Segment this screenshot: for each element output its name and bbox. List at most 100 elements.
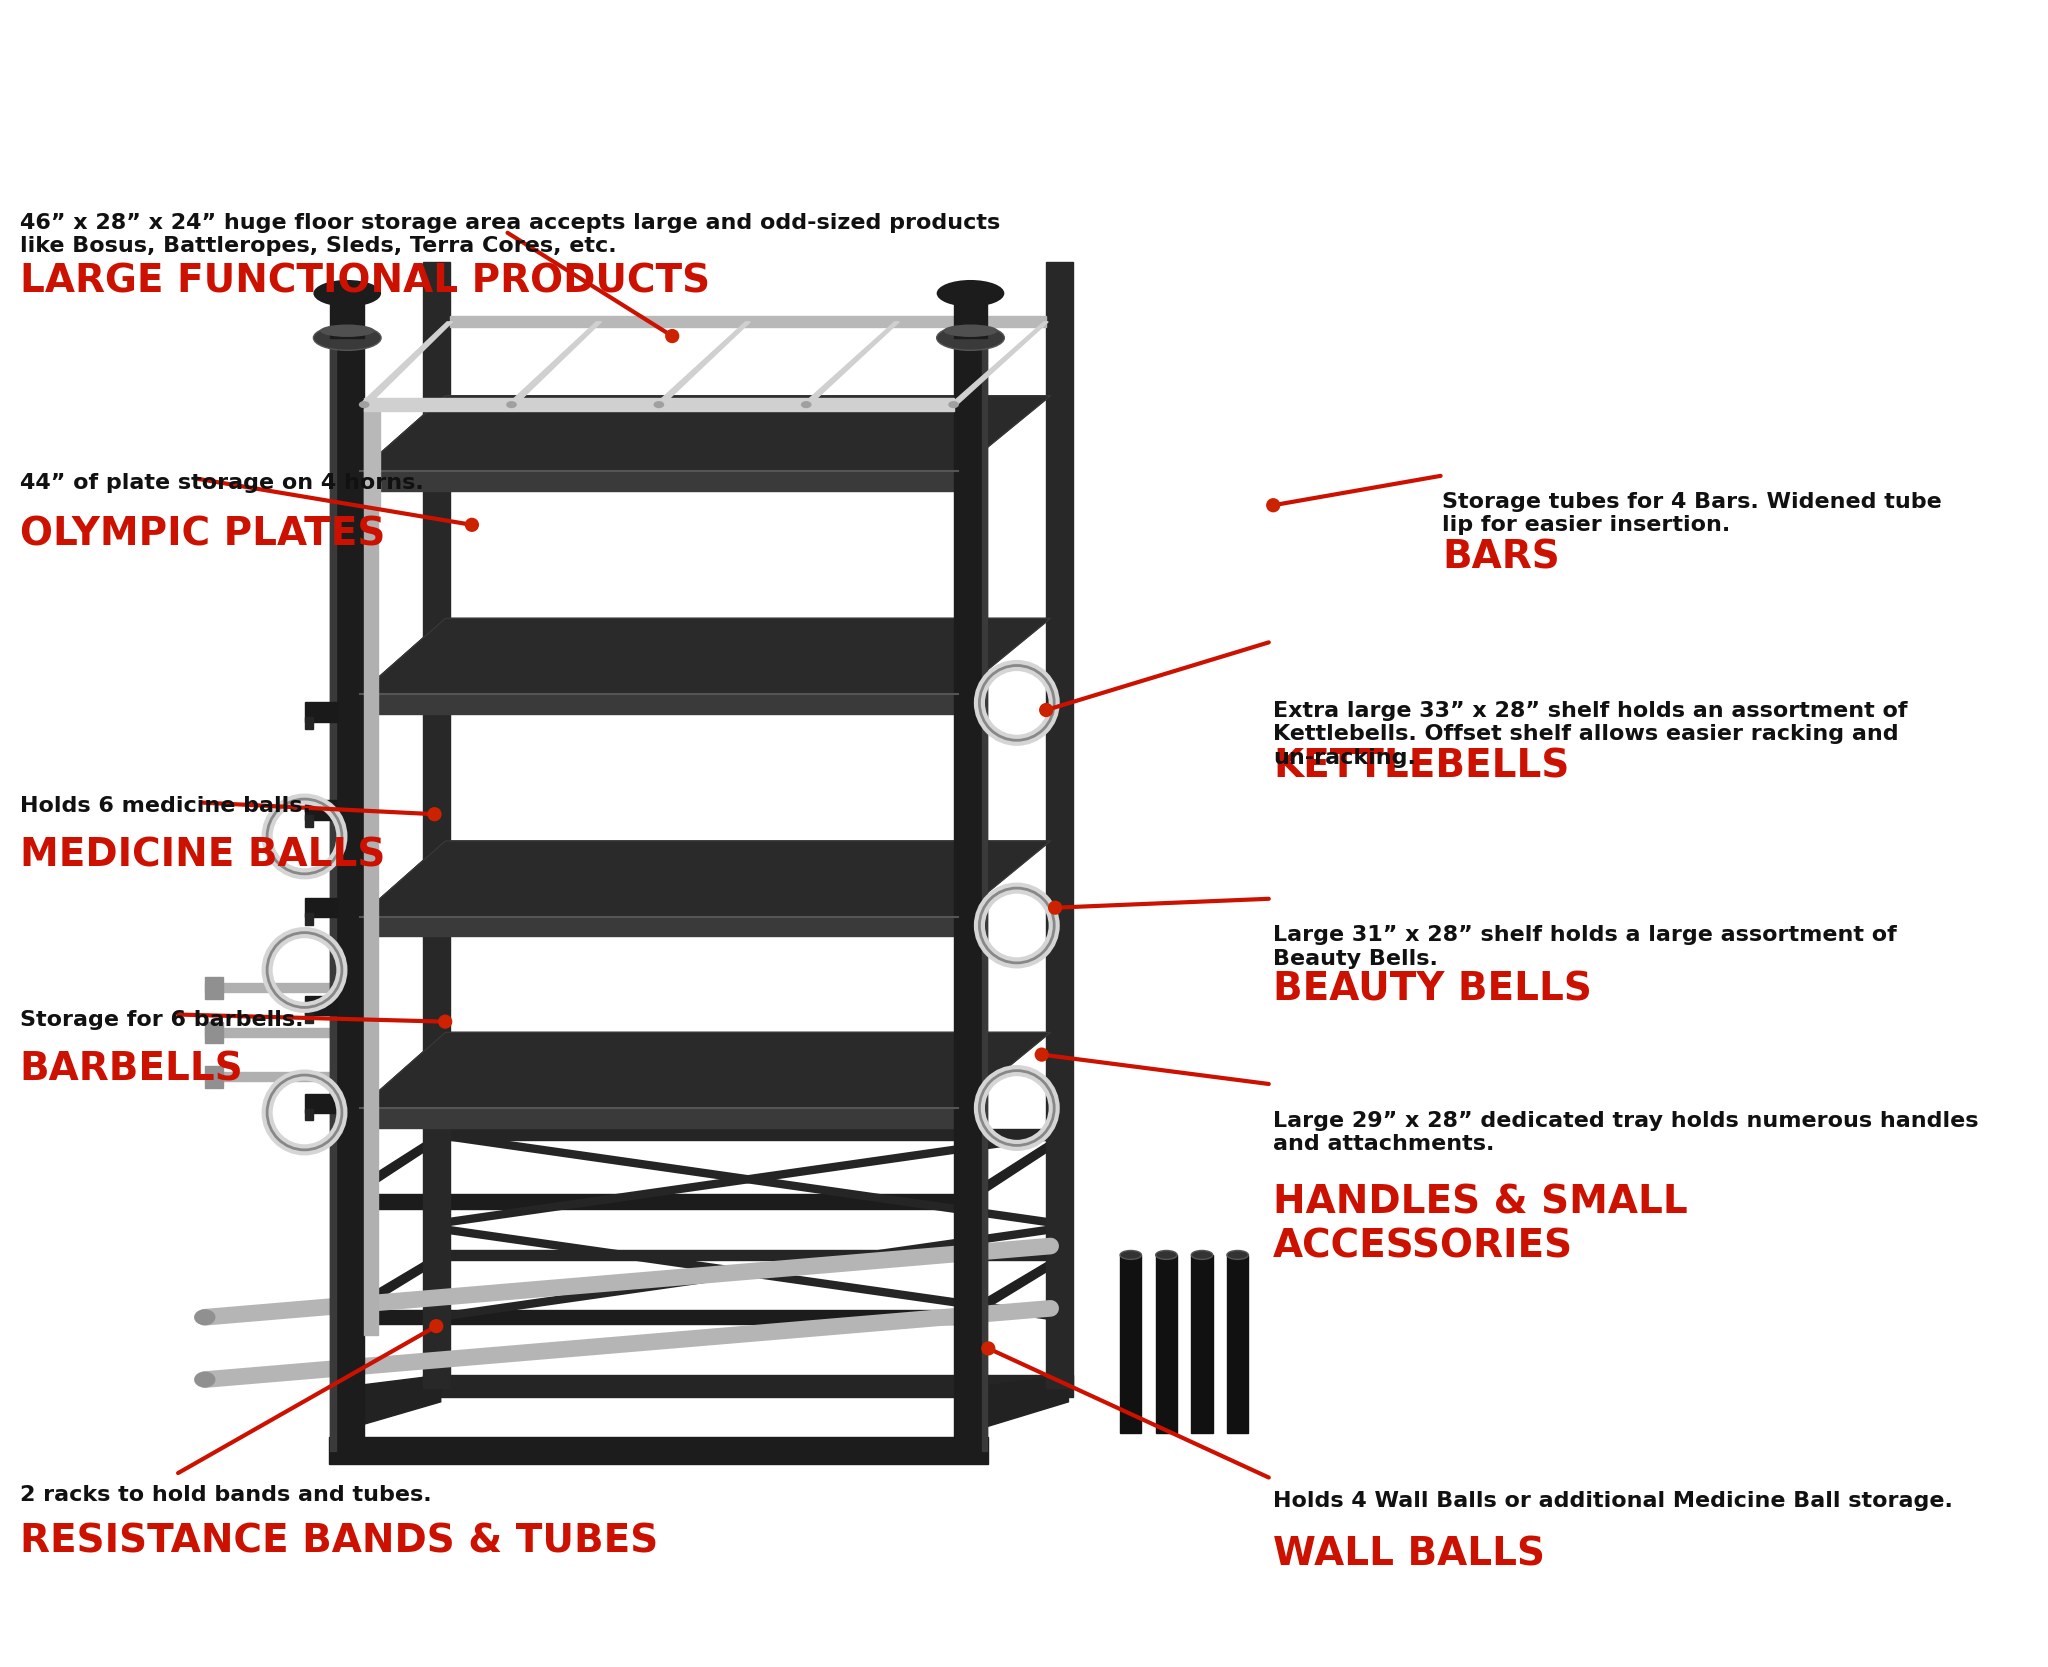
- Polygon shape: [428, 1129, 1069, 1140]
- Polygon shape: [205, 1022, 223, 1044]
- Polygon shape: [334, 1375, 440, 1434]
- Text: Extra large 33” x 28” shelf holds an assortment of
Kettlebells. Offset shelf all: Extra large 33” x 28” shelf holds an ass…: [1274, 702, 1909, 767]
- Polygon shape: [428, 1250, 1069, 1260]
- Circle shape: [465, 518, 479, 532]
- Polygon shape: [360, 1032, 444, 1114]
- Text: KETTLEBELLS: KETTLEBELLS: [1274, 747, 1569, 785]
- Polygon shape: [330, 293, 365, 338]
- Ellipse shape: [801, 402, 811, 408]
- Polygon shape: [305, 914, 313, 925]
- Ellipse shape: [1192, 1250, 1212, 1259]
- Text: Storage for 6 barbells.: Storage for 6 barbells.: [20, 1010, 303, 1030]
- Polygon shape: [365, 408, 381, 507]
- Ellipse shape: [936, 280, 1004, 307]
- Polygon shape: [422, 262, 451, 1389]
- Polygon shape: [205, 1029, 338, 1037]
- Polygon shape: [360, 1109, 958, 1127]
- Ellipse shape: [1120, 1250, 1141, 1259]
- Polygon shape: [338, 1194, 979, 1209]
- Circle shape: [1049, 900, 1063, 915]
- Polygon shape: [205, 1072, 338, 1082]
- Polygon shape: [340, 1130, 444, 1207]
- Polygon shape: [1192, 1255, 1212, 1434]
- Polygon shape: [954, 338, 987, 1450]
- Text: OLYMPIC PLATES: OLYMPIC PLATES: [20, 515, 385, 553]
- Polygon shape: [424, 1375, 1073, 1397]
- Polygon shape: [360, 840, 1051, 917]
- Text: 44” of plate storage on 4 horns.: 44” of plate storage on 4 horns.: [20, 473, 424, 493]
- Polygon shape: [205, 977, 223, 999]
- Polygon shape: [360, 322, 453, 405]
- Ellipse shape: [1227, 1250, 1249, 1259]
- Text: 46” x 28” x 24” huge floor storage area accepts large and odd-sized products
lik: 46” x 28” x 24” huge floor storage area …: [20, 213, 999, 257]
- Polygon shape: [655, 322, 750, 405]
- Polygon shape: [360, 840, 444, 922]
- Polygon shape: [365, 408, 377, 1335]
- Polygon shape: [330, 1437, 989, 1464]
- Ellipse shape: [358, 402, 369, 408]
- Circle shape: [666, 328, 680, 343]
- Polygon shape: [360, 395, 1051, 472]
- Text: MEDICINE BALLS: MEDICINE BALLS: [20, 837, 385, 875]
- Polygon shape: [305, 995, 336, 1015]
- Ellipse shape: [944, 325, 997, 337]
- Polygon shape: [967, 1375, 1069, 1434]
- Ellipse shape: [319, 325, 375, 337]
- Ellipse shape: [1155, 1250, 1178, 1259]
- Polygon shape: [305, 1109, 313, 1120]
- Text: WALL BALLS: WALL BALLS: [1274, 1535, 1546, 1574]
- Polygon shape: [305, 1094, 336, 1114]
- Circle shape: [1038, 703, 1053, 717]
- Polygon shape: [508, 322, 602, 405]
- Ellipse shape: [195, 1372, 215, 1387]
- Text: Large 31” x 28” shelf holds a large assortment of
Beauty Bells.: Large 31” x 28” shelf holds a large asso…: [1274, 925, 1896, 969]
- Polygon shape: [451, 315, 1047, 327]
- Polygon shape: [360, 1032, 1051, 1109]
- Polygon shape: [1120, 1255, 1141, 1434]
- Circle shape: [430, 1319, 444, 1334]
- Polygon shape: [963, 1250, 1067, 1322]
- Ellipse shape: [313, 325, 381, 350]
- Text: BARBELLS: BARBELLS: [20, 1050, 244, 1089]
- Text: Holds 4 Wall Balls or additional Medicine Ball storage.: Holds 4 Wall Balls or additional Medicin…: [1274, 1490, 1954, 1510]
- Text: BEAUTY BELLS: BEAUTY BELLS: [1274, 970, 1591, 1009]
- Polygon shape: [1227, 1255, 1249, 1434]
- Circle shape: [981, 1342, 995, 1355]
- Text: Holds 6 medicine balls.: Holds 6 medicine balls.: [20, 797, 311, 817]
- Polygon shape: [305, 815, 313, 827]
- Text: LARGE FUNCTIONAL PRODUCTS: LARGE FUNCTIONAL PRODUCTS: [20, 262, 711, 300]
- Polygon shape: [1047, 262, 1073, 1389]
- Polygon shape: [963, 1130, 1067, 1207]
- Polygon shape: [205, 984, 338, 992]
- Ellipse shape: [653, 402, 664, 408]
- Polygon shape: [360, 618, 1051, 693]
- Polygon shape: [360, 917, 958, 937]
- Polygon shape: [983, 338, 987, 1450]
- Polygon shape: [305, 800, 336, 820]
- Polygon shape: [803, 322, 899, 405]
- Circle shape: [1034, 1047, 1049, 1062]
- Polygon shape: [360, 472, 958, 492]
- Circle shape: [428, 807, 442, 822]
- Polygon shape: [365, 398, 954, 410]
- Polygon shape: [305, 899, 336, 917]
- Polygon shape: [305, 702, 336, 722]
- Circle shape: [438, 1015, 453, 1029]
- Circle shape: [1266, 498, 1280, 512]
- Ellipse shape: [936, 325, 1004, 350]
- Text: BARS: BARS: [1442, 538, 1561, 577]
- Polygon shape: [954, 293, 987, 338]
- Ellipse shape: [506, 402, 516, 408]
- Text: Storage tubes for 4 Bars. Widened tube
lip for easier insertion.: Storage tubes for 4 Bars. Widened tube l…: [1442, 492, 1942, 535]
- Polygon shape: [305, 717, 313, 728]
- Polygon shape: [330, 338, 336, 1450]
- Polygon shape: [360, 693, 958, 713]
- Polygon shape: [340, 1250, 444, 1322]
- Polygon shape: [205, 1067, 223, 1087]
- Polygon shape: [360, 395, 444, 477]
- Ellipse shape: [313, 280, 381, 307]
- Ellipse shape: [195, 1309, 215, 1325]
- Ellipse shape: [948, 402, 958, 408]
- Polygon shape: [1155, 1255, 1178, 1434]
- Polygon shape: [338, 1310, 979, 1324]
